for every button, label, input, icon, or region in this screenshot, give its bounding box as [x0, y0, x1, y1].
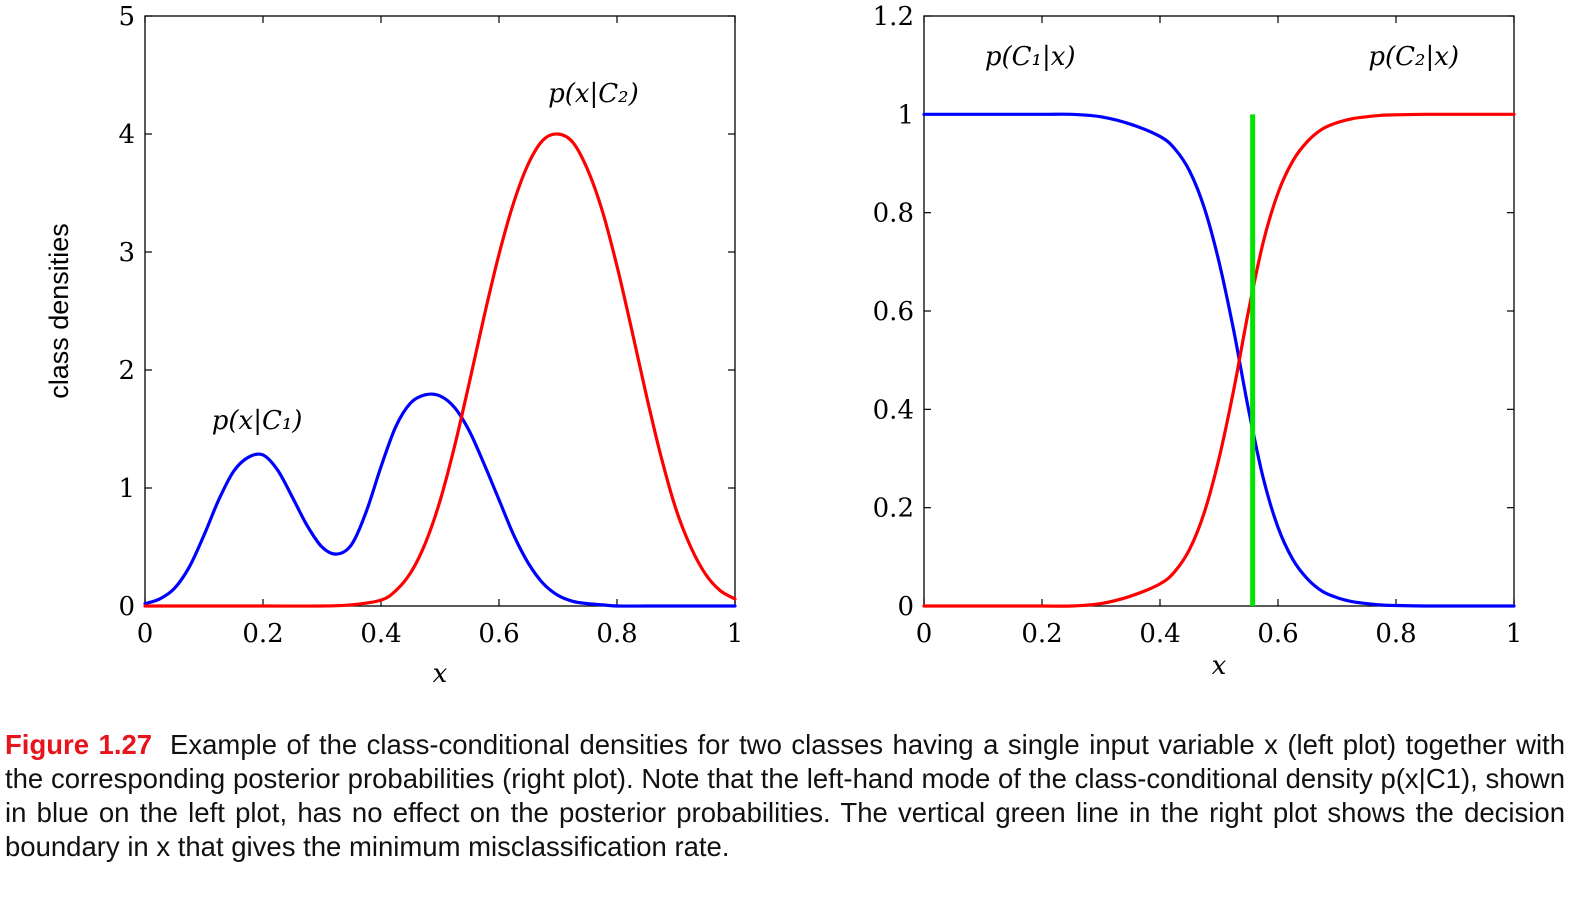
left-y-tick-label: 3 [118, 238, 135, 268]
right-x-tick-label: 1 [1506, 619, 1523, 649]
left-x-axis-label: x [433, 659, 448, 689]
left-x-tick-label: 0 [137, 619, 154, 649]
right-annotation-p-c2-x: p(C₂|x) [1368, 42, 1459, 72]
right-x-tick-label: 0.2 [1021, 619, 1062, 649]
left-x-tick-label: 0.4 [360, 619, 401, 649]
right-chart: 0 0.2 0.4 0.6 0.8 1 0 0.2 0.4 0.6 0.8 1 1.2 p(C₁|x) p(… [873, 2, 1523, 681]
left-y-tick-label: 1 [118, 474, 135, 504]
right-y-tick-label: 0 [897, 592, 914, 622]
left-x-tick-label: 0.8 [596, 619, 637, 649]
left-y-tick-label: 0 [118, 592, 135, 622]
right-plot-frame [923, 15, 1515, 607]
right-x-axis-label: x [1212, 651, 1227, 681]
left-series-p-x-c1 [143, 392, 737, 608]
left-x-tick-label: 0.6 [478, 619, 519, 649]
left-x-tick-label: 0.2 [242, 619, 283, 649]
right-x-tick-label: 0.8 [1375, 619, 1416, 649]
right-x-tick-label: 0.6 [1257, 619, 1298, 649]
left-annotation-p-x-c2: p(x|C₂) [548, 79, 639, 109]
left-y-tick-label: 5 [118, 2, 135, 32]
figure-label: Figure 1.27 [5, 729, 153, 760]
left-y-tick-label: 2 [118, 356, 135, 386]
figure-caption: Figure 1.27 Example of the class-conditio… [5, 728, 1565, 864]
right-series-p-c1-x [922, 112, 1516, 608]
left-series-p-x-c2 [143, 132, 737, 608]
right-y-tick-label: 1.2 [873, 2, 914, 32]
right-y-tick-label: 1 [897, 100, 914, 130]
right-y-tick-label: 0.4 [873, 395, 914, 425]
left-plot-frame [144, 15, 736, 607]
right-series-p-c2-x [922, 112, 1516, 608]
charts-canvas: 0 0.2 0.4 0.6 0.8 1 0 1 2 3 4 5 p(x|C₁) p(x|C₂) x class… [44, 2, 1523, 689]
right-annotation-p-c1-x: p(C₁|x) [985, 42, 1076, 72]
left-x-tick-label: 1 [727, 619, 744, 649]
right-y-tick-label: 0.6 [873, 297, 914, 327]
right-x-tick-label: 0 [916, 619, 933, 649]
left-y-tick-label: 4 [118, 120, 135, 150]
right-y-tick-label: 0.2 [873, 494, 914, 524]
left-y-axis-label: class densities [44, 223, 74, 399]
right-y-tick-label: 0.8 [873, 199, 914, 229]
left-chart: 0 0.2 0.4 0.6 0.8 1 0 1 2 3 4 5 p(x|C₁) p(x|C₂) x class… [44, 2, 743, 689]
left-annotation-p-x-c1: p(x|C₁) [212, 406, 303, 436]
right-x-tick-label: 0.4 [1139, 619, 1180, 649]
caption-text: Example of the class-conditional densiti… [5, 729, 1565, 862]
